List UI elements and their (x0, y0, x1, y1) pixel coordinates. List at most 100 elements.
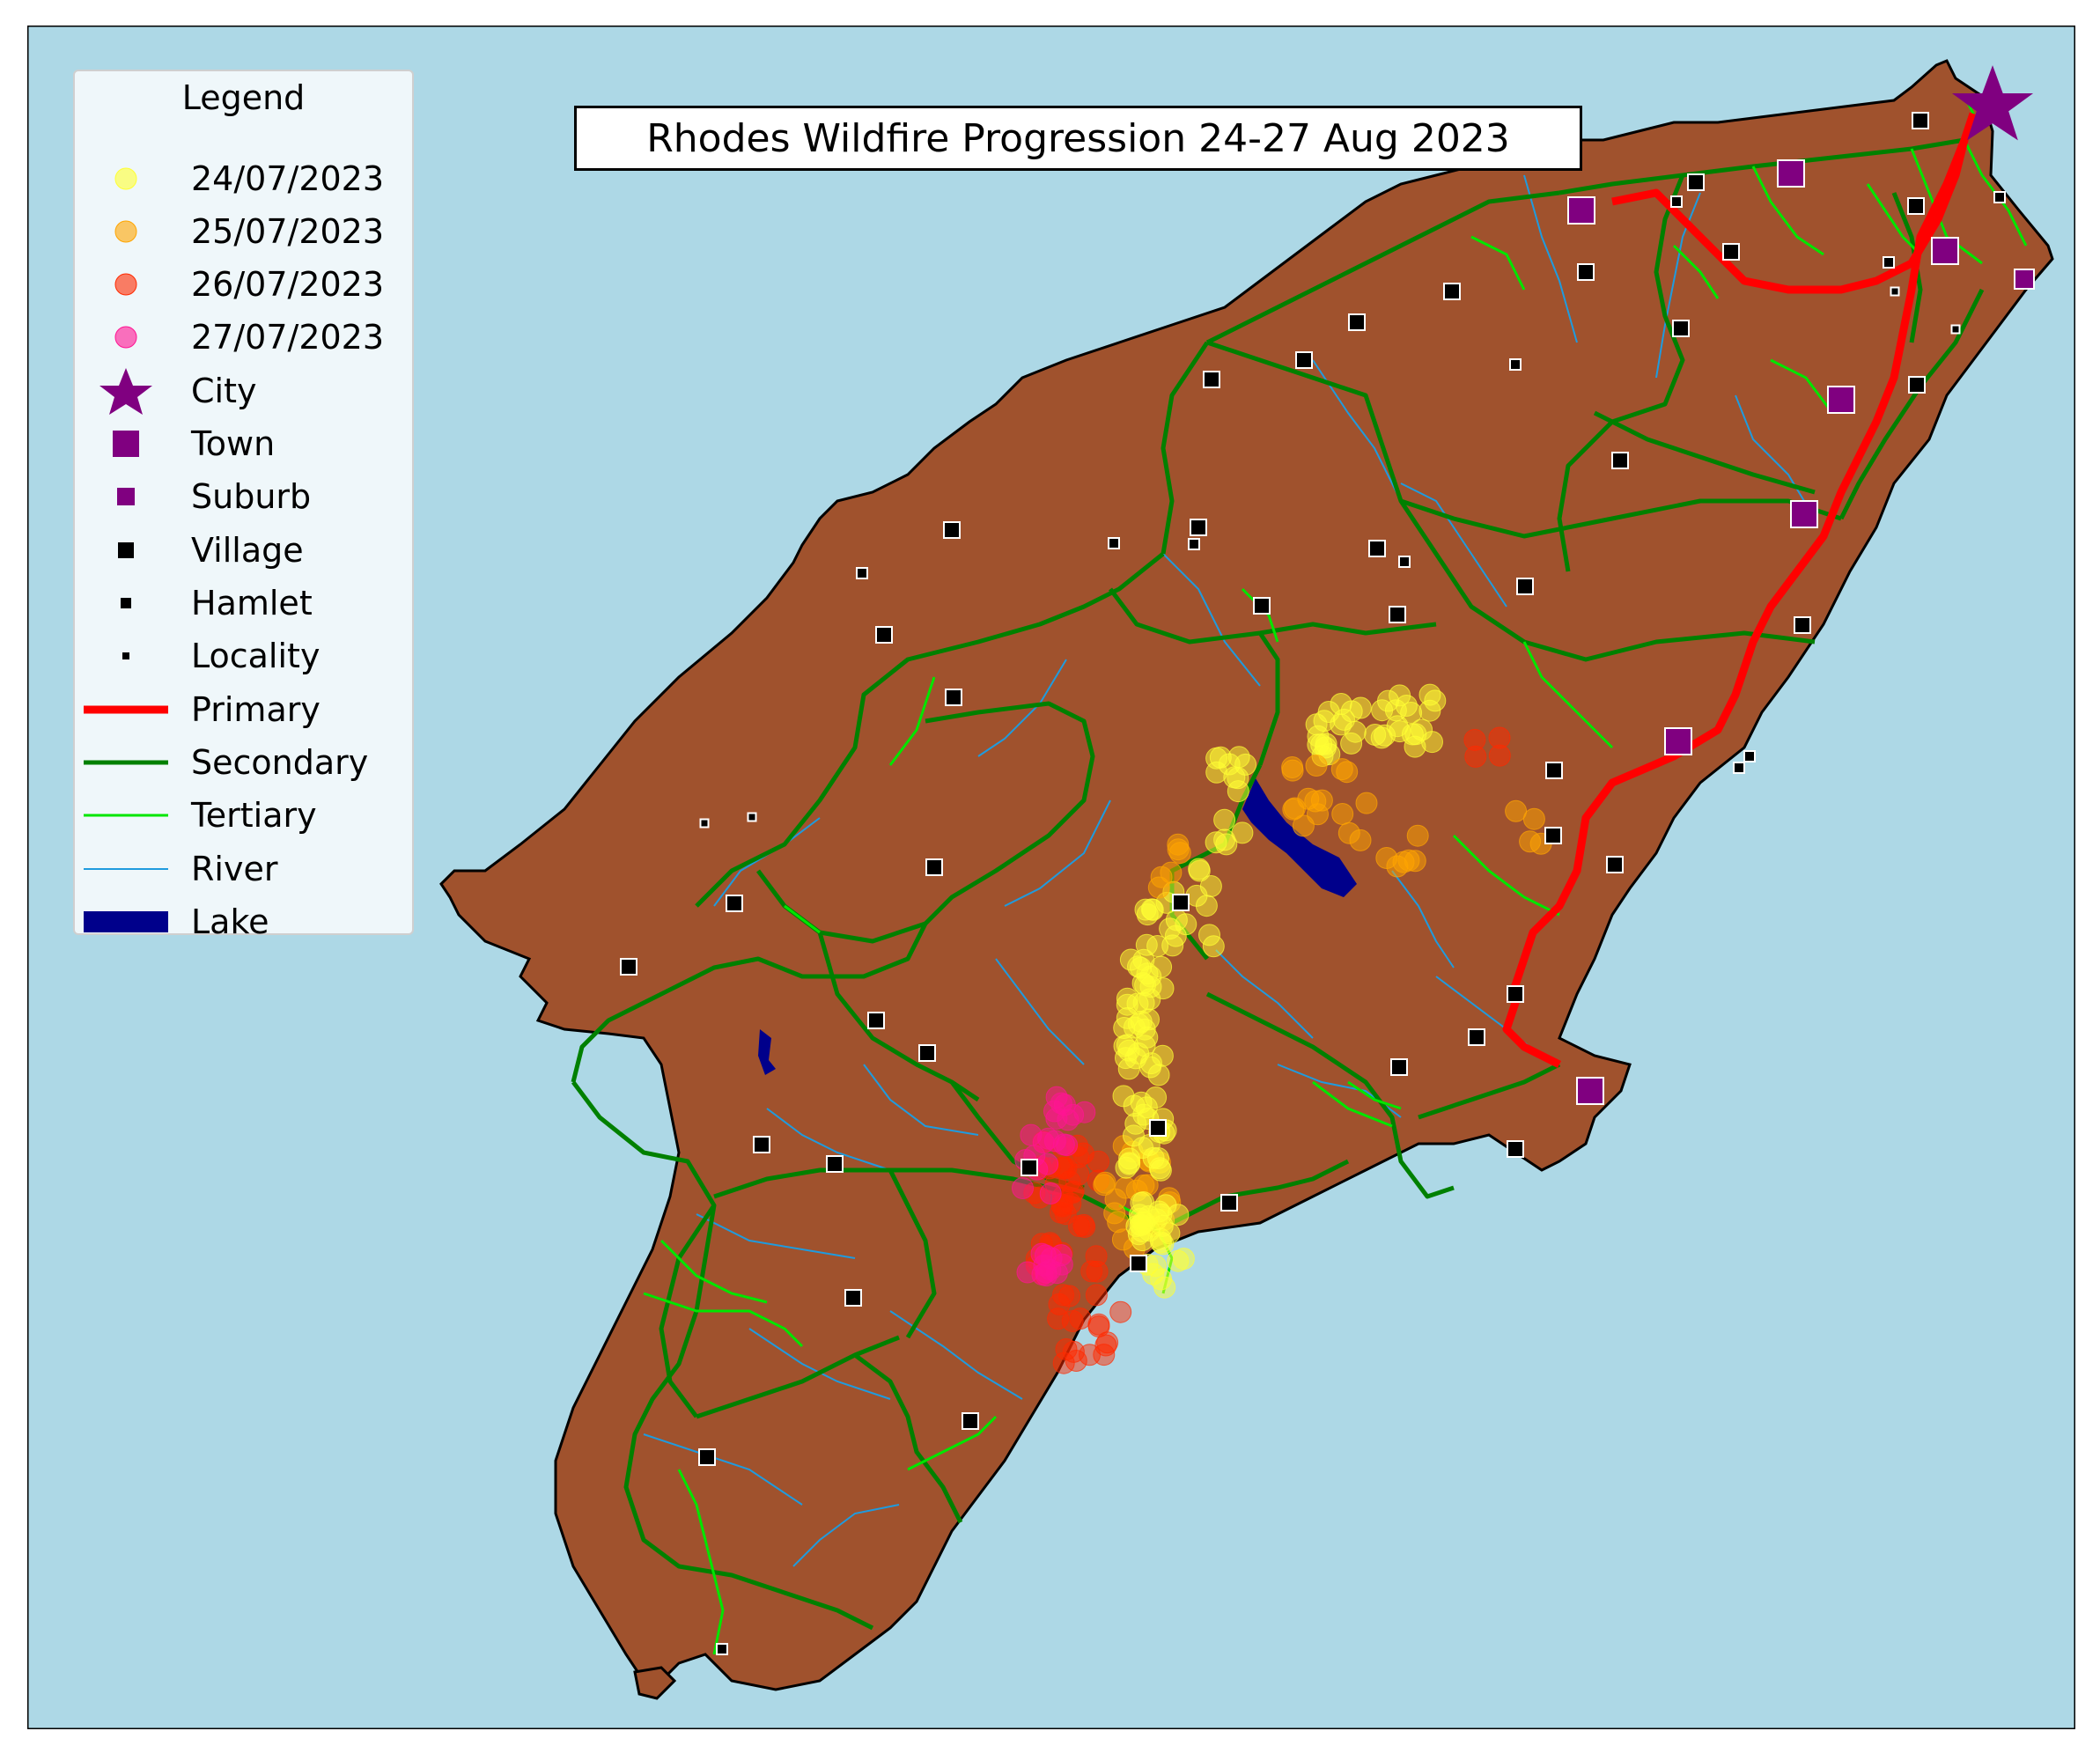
village-marker[interactable] (943, 521, 961, 539)
fire-point (1305, 755, 1328, 777)
village-marker[interactable] (753, 1136, 770, 1153)
village-marker[interactable] (1507, 1140, 1524, 1158)
town-marker[interactable] (1777, 159, 1805, 188)
village-marker[interactable] (1468, 1028, 1485, 1046)
village-marker[interactable] (875, 626, 893, 644)
village-marker[interactable] (1722, 243, 1740, 261)
legend-item-city: City (75, 365, 412, 417)
village-marker[interactable] (1509, 358, 1522, 371)
fire-point (1488, 744, 1511, 767)
village-marker[interactable] (945, 689, 962, 706)
fire-point (1370, 726, 1393, 749)
fire-point (1282, 798, 1305, 821)
town-marker[interactable] (2014, 269, 2035, 290)
village-marker[interactable] (1507, 985, 1524, 1003)
village-marker[interactable] (1993, 191, 2006, 203)
village-marker[interactable] (1443, 283, 1461, 300)
town-marker[interactable] (1567, 196, 1595, 225)
fire-point (1281, 756, 1304, 778)
village-marker[interactable] (1611, 452, 1629, 469)
village-marker[interactable] (1545, 762, 1563, 779)
fire-point (1147, 1200, 1170, 1223)
secondary-roads (571, 137, 1985, 1631)
village-marker[interactable] (844, 1289, 862, 1307)
village-marker[interactable] (1908, 376, 1926, 394)
village-marker[interactable] (716, 1643, 728, 1655)
village-marker[interactable] (1130, 1255, 1147, 1272)
fire-point (1117, 1039, 1140, 1062)
lake-gadouras (1242, 778, 1357, 897)
fire-point (1115, 1176, 1137, 1199)
village-marker[interactable] (1544, 827, 1562, 844)
fire-point (1139, 965, 1162, 988)
village-marker[interactable] (1368, 540, 1386, 557)
village-marker[interactable] (1188, 538, 1200, 550)
village-marker[interactable] (1149, 1119, 1167, 1137)
orange-dot-icon (114, 220, 137, 243)
fire-point (1043, 1100, 1065, 1123)
village-marker[interactable] (726, 895, 743, 912)
fire-point (1375, 847, 1398, 869)
village-marker[interactable] (918, 1044, 936, 1062)
village-marker[interactable] (1398, 556, 1411, 568)
legend-item-25-07: 25/07/2023 (75, 205, 412, 258)
town-marker[interactable] (1576, 1077, 1604, 1105)
village-marker[interactable] (1794, 616, 1811, 634)
town-marker[interactable] (1664, 727, 1692, 755)
village-marker[interactable] (698, 1448, 716, 1466)
village-marker[interactable] (620, 958, 637, 976)
village-marker[interactable] (856, 567, 868, 579)
fire-point (1150, 865, 1173, 888)
village-marker[interactable] (1220, 1194, 1238, 1212)
town-marker[interactable] (1790, 500, 1818, 528)
village-marker[interactable] (1950, 324, 1961, 335)
village-marker[interactable] (1108, 537, 1120, 549)
village-marker[interactable] (1907, 197, 1925, 215)
town-marker[interactable] (1931, 237, 1959, 265)
village-marker[interactable] (1295, 351, 1313, 369)
fire-point (1167, 1204, 1190, 1226)
village-marker[interactable] (1687, 173, 1705, 191)
fire-point (1039, 1258, 1062, 1281)
village-marker[interactable] (747, 812, 757, 822)
fire-point (1073, 1101, 1096, 1123)
village-marker[interactable] (1670, 195, 1683, 208)
town-marker[interactable] (1827, 386, 1855, 414)
village-marker[interactable] (1389, 606, 1406, 623)
village-marker[interactable] (1912, 112, 1929, 129)
village-marker[interactable] (1253, 597, 1271, 615)
fire-point (1036, 1153, 1059, 1175)
village-marker[interactable] (1348, 313, 1366, 331)
legend-item-village: Village (75, 524, 412, 577)
fire-point (1085, 1284, 1108, 1307)
map-title: Rhodes Wildfire Progression 24-27 Aug 20… (574, 106, 1582, 171)
village-marker[interactable] (1172, 894, 1190, 911)
fire-point (1340, 700, 1363, 723)
village-marker[interactable] (1743, 750, 1756, 762)
legend-item-24-07: 24/07/2023 (75, 152, 412, 205)
fire-point (1464, 745, 1487, 768)
village-marker[interactable] (826, 1155, 844, 1173)
village-marker[interactable] (1606, 856, 1624, 873)
village-marker[interactable] (1021, 1159, 1038, 1176)
village-marker[interactable] (1203, 371, 1220, 388)
legend-item-primary: Primary (75, 683, 412, 736)
fire-point (1205, 747, 1228, 770)
fire-point (1062, 1340, 1085, 1363)
village-marker[interactable] (699, 818, 710, 829)
village-marker[interactable] (925, 858, 943, 876)
village-marker[interactable] (1890, 286, 1900, 297)
village-marker[interactable] (1516, 578, 1534, 595)
village-marker[interactable] (962, 1412, 979, 1430)
village-marker[interactable] (1390, 1058, 1408, 1076)
village-marker[interactable] (1672, 320, 1690, 337)
village-marker[interactable] (867, 1012, 885, 1029)
legend-item-26-07: 26/07/2023 (75, 258, 412, 311)
village-marker[interactable] (1577, 263, 1595, 281)
star-icon (99, 368, 152, 415)
village-marker[interactable] (1733, 762, 1745, 774)
village-marker[interactable] (1190, 519, 1207, 536)
village-marker[interactable] (1883, 256, 1895, 269)
fire-point (1085, 1245, 1108, 1268)
city-marker-rhodes[interactable] (1951, 65, 2034, 141)
